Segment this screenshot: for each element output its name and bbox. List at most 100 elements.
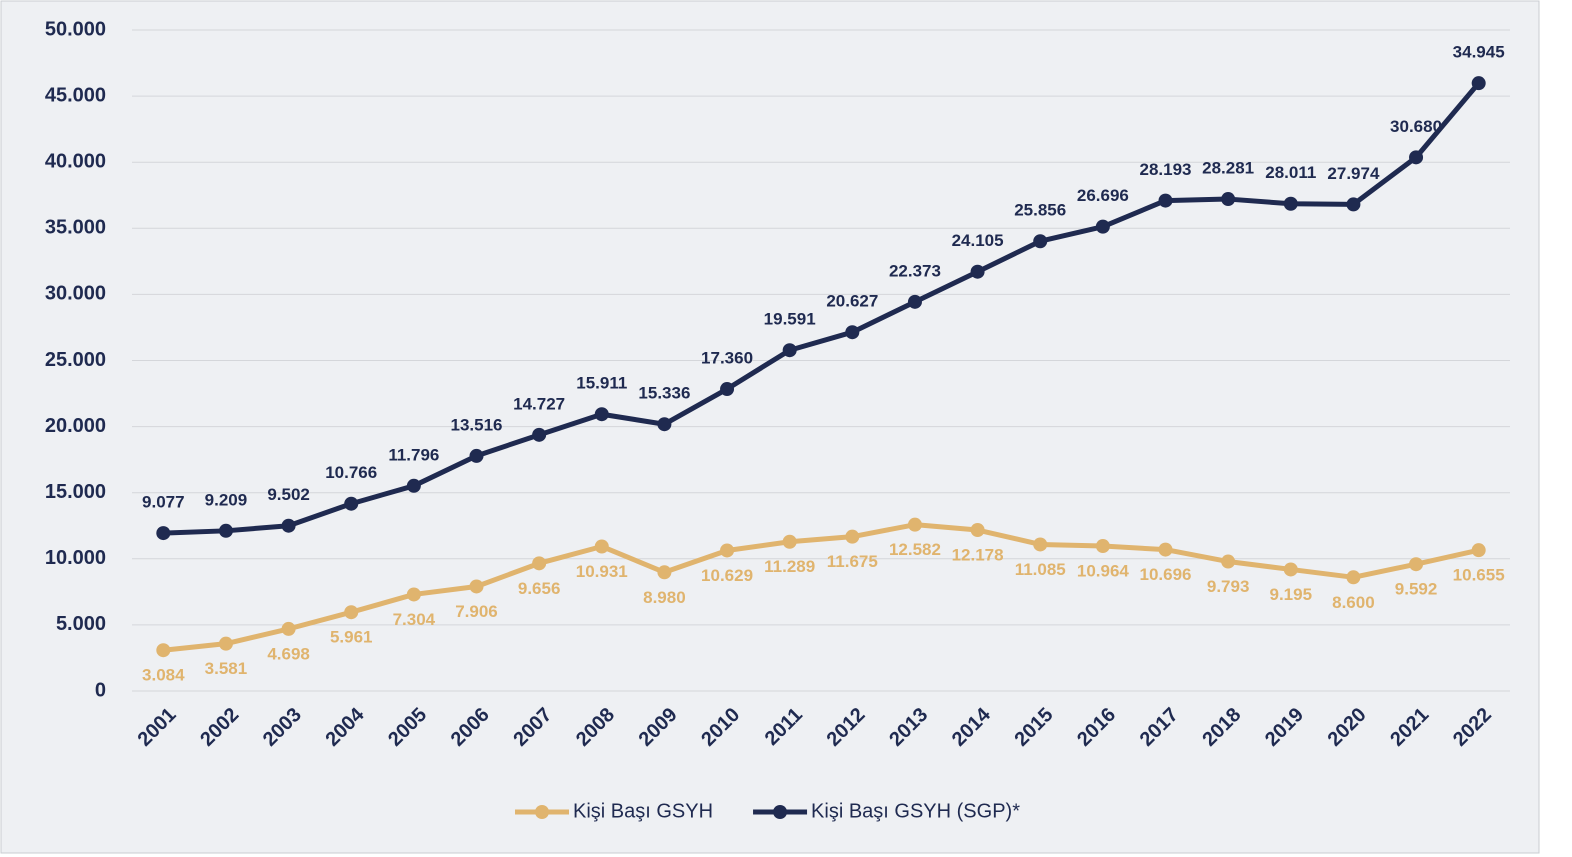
- data-label: 13.516: [451, 415, 503, 434]
- data-label: 4.698: [267, 644, 310, 663]
- data-point: [1158, 193, 1173, 208]
- data-point: [720, 382, 735, 397]
- data-label: 9.195: [1269, 585, 1312, 604]
- data-point: [594, 539, 609, 554]
- y-tick-label: 10.000: [45, 547, 106, 569]
- data-label: 8.980: [643, 588, 686, 607]
- y-tick-label: 35.000: [45, 217, 106, 239]
- data-label: 9.502: [267, 485, 310, 504]
- data-point: [1033, 234, 1048, 249]
- data-label: 24.105: [952, 231, 1004, 250]
- data-point: [845, 325, 860, 340]
- data-point: [281, 621, 296, 636]
- data-label: 10.766: [325, 463, 377, 482]
- legend-marker: [773, 805, 788, 819]
- data-point: [1221, 554, 1236, 569]
- data-point: [1283, 196, 1298, 211]
- data-point: [1095, 219, 1110, 234]
- data-label: 17.360: [701, 349, 753, 368]
- data-label: 25.856: [1014, 201, 1066, 220]
- data-label: 11.289: [764, 557, 815, 576]
- y-tick-label: 0: [95, 679, 106, 701]
- data-point: [406, 587, 421, 602]
- data-point: [1221, 192, 1236, 207]
- data-label: 12.582: [889, 540, 941, 559]
- data-label: 34.945: [1453, 43, 1505, 62]
- legend-label: Kişi Başı GSYH: [573, 800, 713, 822]
- data-label: 3.084: [142, 666, 185, 685]
- data-label: 10.964: [1077, 562, 1130, 581]
- data-label: 26.696: [1077, 186, 1129, 205]
- y-tick-label: 5.000: [56, 613, 106, 635]
- data-point: [1095, 539, 1110, 554]
- data-point: [344, 496, 359, 511]
- data-point: [907, 294, 922, 309]
- data-label: 12.178: [952, 545, 1004, 564]
- data-label: 11.675: [827, 552, 878, 571]
- data-label: 10.931: [576, 562, 628, 581]
- data-label: 28.193: [1140, 160, 1192, 179]
- data-label: 9.656: [518, 579, 561, 598]
- data-point: [469, 579, 484, 594]
- data-label: 15.336: [638, 384, 690, 403]
- data-label: 10.629: [701, 566, 753, 585]
- data-label: 7.906: [455, 602, 498, 621]
- data-point: [218, 636, 233, 651]
- data-point: [1471, 543, 1486, 558]
- data-label: 3.581: [205, 659, 248, 678]
- data-label: 28.011: [1265, 163, 1316, 182]
- data-label: 19.591: [764, 310, 816, 329]
- data-point: [469, 448, 484, 463]
- data-point: [406, 478, 421, 493]
- y-tick-label: 50.000: [45, 18, 106, 40]
- data-point: [782, 534, 797, 549]
- data-label: 10.655: [1453, 566, 1505, 585]
- data-point: [344, 605, 359, 620]
- data-point: [532, 556, 547, 571]
- data-point: [281, 518, 296, 533]
- data-label: 28.281: [1202, 159, 1254, 178]
- data-point: [1158, 542, 1173, 557]
- data-label: 9.209: [205, 490, 248, 509]
- data-point: [970, 264, 985, 279]
- y-tick-label: 40.000: [45, 150, 106, 172]
- data-point: [970, 523, 985, 538]
- y-tick-label: 20.000: [45, 415, 106, 437]
- data-label: 9.077: [142, 493, 185, 512]
- data-point: [907, 517, 922, 532]
- data-point: [657, 565, 672, 580]
- data-label: 11.085: [1015, 560, 1066, 579]
- data-label: 10.696: [1140, 565, 1192, 584]
- data-point: [1283, 562, 1298, 577]
- data-label: 22.373: [889, 261, 941, 280]
- data-point: [1346, 197, 1361, 212]
- data-point: [156, 643, 171, 658]
- series-line: [163, 81, 1481, 536]
- data-label: 20.627: [826, 292, 878, 311]
- data-point: [1471, 76, 1486, 91]
- data-label: 15.911: [576, 374, 627, 393]
- data-point: [782, 343, 797, 358]
- data-point: [1409, 150, 1424, 165]
- data-label: 9.793: [1207, 577, 1250, 596]
- data-label: 11.796: [388, 445, 439, 464]
- data-point: [845, 529, 860, 544]
- data-label: 8.600: [1332, 593, 1375, 612]
- data-point: [1346, 570, 1361, 585]
- data-label: 5.961: [330, 628, 373, 647]
- data-point: [532, 427, 547, 442]
- data-point: [156, 526, 171, 541]
- y-tick-label: 25.000: [45, 349, 106, 371]
- data-label: 27.974: [1327, 164, 1380, 183]
- data-point: [657, 417, 672, 432]
- data-label: 9.592: [1395, 580, 1438, 599]
- legend-label: Kişi Başı GSYH (SGP)*: [811, 800, 1020, 822]
- data-label: 7.304: [393, 610, 436, 629]
- data-point: [218, 523, 233, 538]
- legend-marker: [535, 805, 549, 819]
- data-point: [1409, 557, 1424, 572]
- y-tick-label: 45.000: [45, 84, 106, 106]
- y-tick-label: 30.000: [45, 283, 106, 305]
- data-label: 30.680: [1390, 117, 1442, 136]
